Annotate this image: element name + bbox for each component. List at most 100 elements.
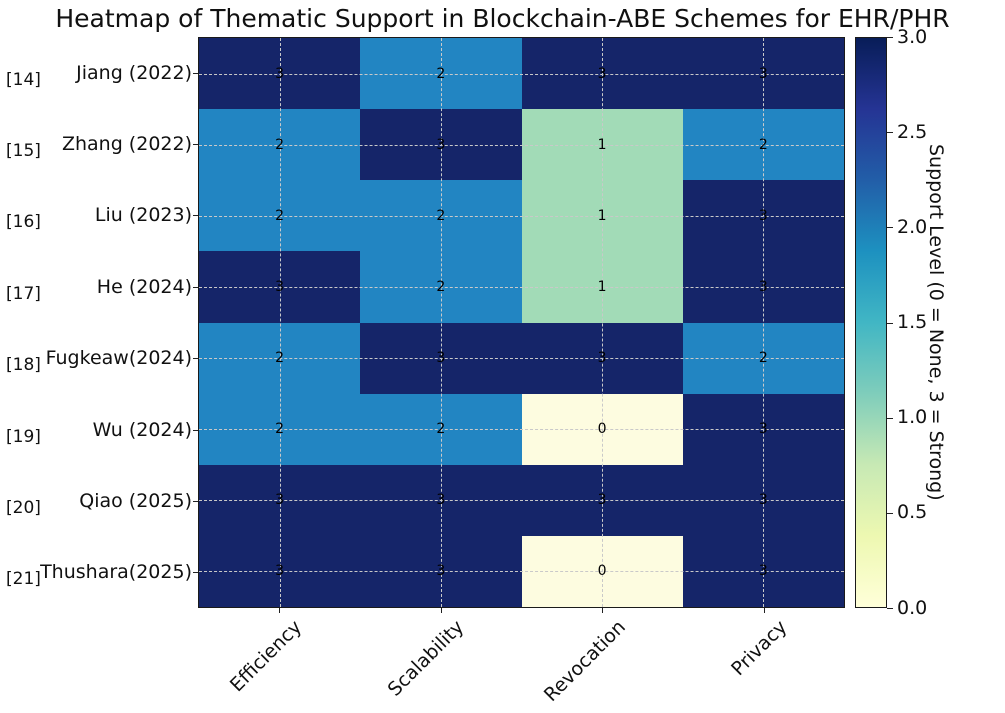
cell-value: 1 [597,136,607,153]
heatmap-cell: 3 [360,535,522,607]
heatmap-cell: 2 [199,322,361,394]
heatmap-cell: 2 [360,38,522,110]
heatmap-cell: 3 [521,322,683,394]
column-label: Efficiency [226,616,307,697]
y-tick-mark [193,429,198,431]
heatmap-cell: 3 [682,393,844,465]
heatmap-cell: 3 [682,38,844,110]
gridline-horizontal [199,73,844,75]
cell-value: 3 [275,563,285,580]
heatmap-cell: 3 [682,535,844,607]
row-ref: [18] [6,355,41,376]
colorbar-tick-mark [887,512,893,514]
gridline-horizontal [199,429,844,431]
gridline-vertical [763,38,765,607]
heatmap-cell: 3 [199,38,361,110]
heatmap-cell: 3 [360,322,522,394]
heatmap-cell: 3 [360,109,522,181]
cell-value: 3 [275,65,285,82]
x-tick-mark [440,608,442,613]
row-name: Liu (2023) [94,204,192,227]
x-tick-mark [602,608,604,613]
heatmap-cell: 2 [360,180,522,252]
gridline-horizontal [199,144,844,146]
row-name: Thushara(2025) [40,561,192,584]
row-label: [16] Liu (2023) [0,180,192,251]
row-label: [17] He (2024) [0,251,192,322]
cell-value: 1 [597,207,607,224]
heatmap-cell: 2 [199,180,361,252]
cell-value: 2 [436,207,446,224]
row-label: [15] Zhang (2022) [0,108,192,179]
heatmap-cell: 2 [199,109,361,181]
colorbar-tick-mark [887,37,893,38]
cell-value: 3 [758,207,768,224]
heatmap-cell: 0 [521,535,683,607]
y-axis-labels: [14] Jiang (2022) [15] Zhang (2022) [16] Liu … [0,37,192,608]
colorbar-tick-label: 0.0 [897,596,928,619]
colorbar-tick-label: 3.0 [897,25,928,48]
y-tick-mark [193,358,198,360]
heatmap-cell: 3 [199,535,361,607]
colorbar-label: Support Level (0 = None, 3 = Strong) [925,144,947,501]
row-name: Wu (2024) [92,418,192,441]
row-label: [19] Wu (2024) [0,394,192,465]
gridline-horizontal [199,500,844,502]
row-ref: [16] [6,212,41,233]
cell-value: 3 [597,350,607,367]
colorbar-tick-label: 2.5 [897,120,928,143]
cell-value: 3 [758,492,768,509]
colorbar-tick-mark [887,417,893,419]
gridline-vertical [440,38,442,607]
colorbar-tick-mark [887,322,893,324]
colorbar-tick-mark [887,227,893,229]
chart-title: Heatmap of Thematic Support in Blockchai… [55,4,950,33]
cell-value: 2 [436,65,446,82]
colorbar-tick-label: 1.0 [897,406,928,429]
cell-value: 3 [436,136,446,153]
column-label: Revocation [539,616,630,707]
row-ref: [19] [6,426,41,447]
colorbar-tick-label: 1.5 [897,311,928,333]
heatmap-cell: 0 [521,393,683,465]
cell-value: 3 [758,65,768,82]
colorbar-tick-label: 0.5 [897,501,928,524]
cell-value: 3 [275,492,285,509]
cell-value: 3 [597,492,607,509]
cell-value: 3 [275,278,285,295]
cell-value: 3 [758,278,768,295]
heatmap-cell: 3 [521,38,683,110]
colorbar-tick-mark [887,608,893,609]
row-label: [20] Qiao (2025) [0,465,192,536]
cell-value: 2 [275,136,285,153]
heatmap-cell: 3 [199,464,361,536]
heatmap-cell: 2 [682,322,844,394]
cell-value: 2 [275,207,285,224]
row-name: He (2024) [96,275,192,298]
row-ref: [21] [6,569,41,590]
heatmap-cell: 3 [199,251,361,323]
row-name: Qiao (2025) [79,489,192,512]
plot-area: 3 2 3 3 2 3 1 2 2 2 1 3 3 2 1 3 2 3 3 2 2 2 0 3 3 3 3 3 3 3 0 3 [198,37,845,608]
gridline-horizontal [199,358,844,360]
cell-value: 2 [436,278,446,295]
y-tick-mark [193,286,198,288]
row-name: Jiang (2022) [76,61,192,84]
row-label: [18] Fugkeaw(2024) [0,323,192,394]
heatmap-cell: 3 [682,251,844,323]
heatmap-cell: 3 [360,464,522,536]
row-ref: [17] [6,283,41,304]
row-label: [14] Jiang (2022) [0,37,192,108]
column-label: Scalability [383,616,469,701]
heatmap-cell: 2 [360,251,522,323]
cell-value: 2 [275,350,285,367]
heatmap-cell: 2 [199,393,361,465]
row-name: Zhang (2022) [61,133,192,156]
heatmap-cell: 2 [682,109,844,181]
gridline-vertical [279,38,281,607]
cell-value: 3 [436,350,446,367]
cell-value: 3 [436,492,446,509]
row-ref: [15] [6,141,41,162]
heatmap-cell: 3 [682,180,844,252]
y-tick-mark [193,572,198,574]
